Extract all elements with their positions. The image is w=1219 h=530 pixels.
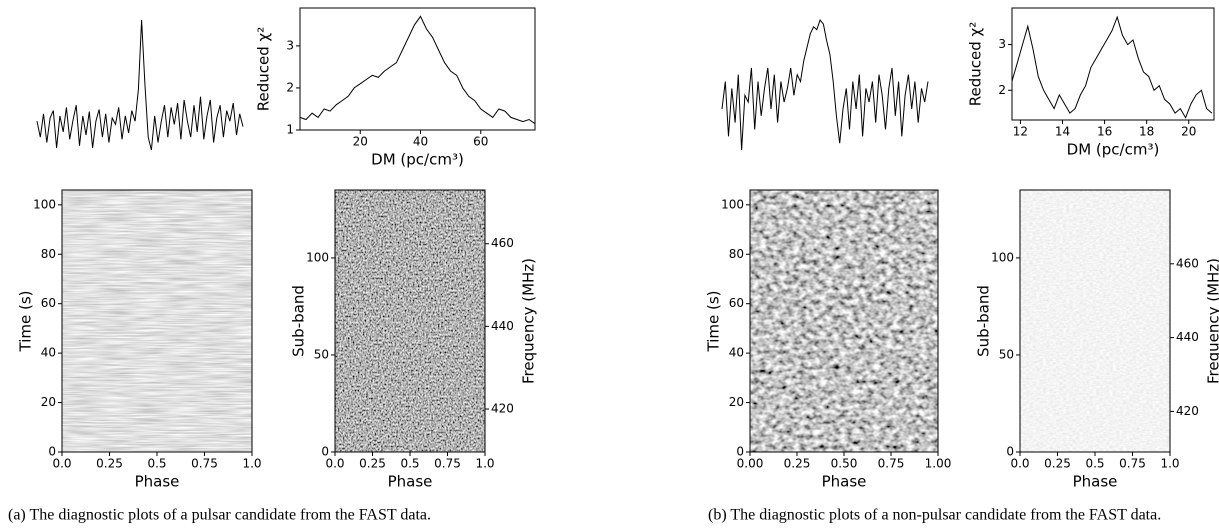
y-axis-label: Reduced χ²: [967, 22, 985, 106]
y-tick-label: 0: [48, 445, 56, 459]
x-tick-label: 16: [1097, 125, 1112, 139]
x-tick-label: 20: [1181, 125, 1196, 139]
x-tick-label: 0.75: [434, 457, 461, 471]
x-axis-label: Phase: [822, 473, 867, 491]
heatmap-texture: [1020, 190, 1170, 452]
y2-axis-label: Frequency (MHz): [1205, 258, 1219, 384]
y-tick-label: 1: [286, 123, 294, 137]
x-tick-label: 0.0: [52, 457, 71, 471]
x-tick-label: 0.5: [400, 457, 419, 471]
x-tick-label: 1.0: [242, 457, 261, 471]
y-tick-label: 20: [41, 395, 56, 409]
y2-tick-label: 460: [1176, 256, 1199, 270]
caption: (b) The diagnostic plots of a non-pulsar…: [708, 507, 1161, 524]
y-tick-label: 100: [991, 250, 1014, 264]
y-axis-label: Reduced χ²: [255, 27, 273, 111]
y2-tick-label: 440: [491, 319, 514, 333]
x-tick-label: 0.75: [191, 457, 218, 471]
x-tick-label: 0.75: [878, 457, 905, 471]
y-tick-label: 50: [999, 347, 1014, 361]
y-tick-label: 3: [998, 37, 1006, 51]
x-tick-label: 1.0: [475, 457, 494, 471]
heatmap-texture: [62, 190, 252, 452]
y-tick-label: 80: [41, 247, 56, 261]
y-tick-label: 50: [314, 347, 329, 361]
y2-tick-label: 420: [491, 402, 514, 416]
y2-axis-label: Frequency (MHz): [520, 258, 538, 384]
x-axis-label: Phase: [388, 473, 433, 491]
x-tick-label: 0.50: [831, 457, 858, 471]
x-tick-label: 1.00: [925, 457, 952, 471]
x-axis-label: DM (pc/cm³): [371, 151, 464, 169]
x-tick-label: 0.00: [737, 457, 764, 471]
x-tick-label: 0.25: [359, 457, 386, 471]
y-axis-label: Time (s): [17, 291, 35, 353]
y-tick-label: 3: [286, 38, 294, 52]
x-tick-label: 0.5: [1085, 457, 1104, 471]
x-tick-label: 0.75: [1119, 457, 1146, 471]
x-tick-label: 1.0: [1160, 457, 1179, 471]
x-tick-label: 0.0: [325, 457, 344, 471]
x-tick-label: 40: [413, 135, 428, 149]
y-tick-label: 20: [729, 395, 744, 409]
y-axis-label: Time (s): [705, 291, 723, 353]
x-tick-label: 14: [1055, 125, 1070, 139]
x-axis-label: Phase: [1073, 473, 1118, 491]
x-axis-label: Phase: [135, 473, 180, 491]
heatmap-texture: [750, 190, 938, 452]
x-tick-label: 0.0: [1010, 457, 1029, 471]
y-tick-label: 40: [41, 346, 56, 360]
x-tick-label: 0.5: [147, 457, 166, 471]
y-tick-label: 60: [41, 296, 56, 310]
x-tick-label: 0.25: [784, 457, 811, 471]
pulse-profile: [36, 19, 244, 151]
y-tick-label: 0: [321, 445, 329, 459]
chi2-curve: [299, 15, 536, 125]
x-tick-label: 12: [1013, 125, 1028, 139]
pulse-profile: [721, 18, 929, 151]
chi2-curve: [1011, 15, 1213, 119]
y-tick-label: 60: [729, 296, 744, 310]
caption: (a) The diagnostic plots of a pulsar can…: [8, 507, 431, 524]
x-axis-label: DM (pc/cm³): [1067, 141, 1160, 159]
y-tick-label: 40: [729, 346, 744, 360]
heatmap-texture: [335, 190, 485, 452]
y2-tick-label: 440: [1176, 330, 1199, 344]
x-tick-label: 18: [1139, 125, 1154, 139]
y-tick-label: 0: [1006, 445, 1014, 459]
y-tick-label: 100: [306, 250, 329, 264]
y2-tick-label: 460: [491, 236, 514, 250]
y-tick-label: 100: [33, 197, 56, 211]
y-axis-label: Sub-band: [975, 285, 993, 357]
x-tick-label: 0.25: [96, 457, 123, 471]
y-tick-label: 2: [998, 83, 1006, 97]
y2-tick-label: 420: [1176, 404, 1199, 418]
y-tick-label: 100: [721, 197, 744, 211]
y-tick-label: 2: [286, 80, 294, 94]
plot-frame: [1011, 7, 1215, 121]
x-tick-label: 0.25: [1044, 457, 1071, 471]
plot-frame: [299, 7, 536, 131]
y-axis-label: Sub-band: [290, 285, 308, 357]
x-tick-label: 60: [473, 135, 488, 149]
y-tick-label: 0: [736, 445, 744, 459]
y-tick-label: 80: [729, 247, 744, 261]
x-tick-label: 20: [353, 135, 368, 149]
